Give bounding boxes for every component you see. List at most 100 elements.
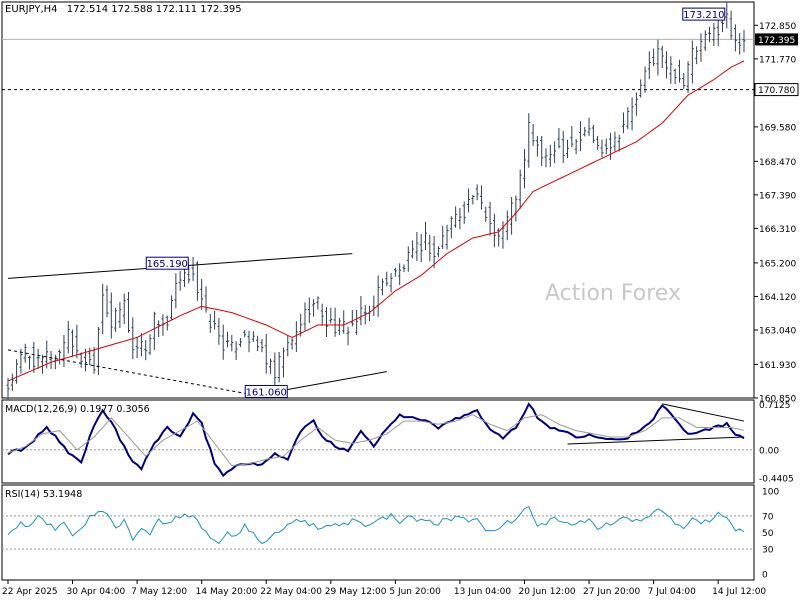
price-bar — [277, 351, 281, 383]
price-bar — [570, 126, 574, 148]
panel-headers: EURJPY,H4 172.514 172.588 172.111 172.39… — [5, 4, 242, 500]
price-bar — [23, 343, 27, 363]
price-bar — [432, 236, 436, 268]
time-tick-label: 13 Jun 04:00 — [454, 587, 511, 597]
price-bar — [157, 320, 161, 337]
price-bar — [699, 33, 703, 62]
price-bar — [695, 46, 699, 65]
price-bar — [19, 348, 23, 374]
panel-frames — [1, 1, 755, 581]
price-bar — [256, 335, 260, 352]
price-bar — [122, 293, 126, 325]
price-bar — [49, 350, 53, 370]
annotation-label: 161.060 — [246, 387, 287, 398]
price-bar — [712, 22, 716, 47]
price-bar — [312, 299, 316, 317]
price-bar — [652, 48, 656, 67]
price-bar — [286, 334, 290, 357]
price-bar — [6, 377, 10, 401]
price-bar — [187, 266, 191, 284]
price-bar — [673, 68, 677, 85]
moving-average — [7, 60, 745, 382]
price-bar — [540, 136, 544, 167]
price-bar — [553, 141, 557, 164]
macd-trendline-1[interactable] — [662, 403, 745, 422]
time-tick-label: 30 Apr 04:00 — [67, 587, 126, 597]
price-bar — [273, 352, 277, 390]
price-annotation: 173.210 — [682, 7, 726, 21]
price-bar — [475, 184, 479, 201]
price-bar — [527, 113, 531, 168]
price-bar — [226, 331, 230, 348]
price-bar — [531, 124, 535, 146]
price-bar — [350, 309, 354, 327]
price-bar — [609, 132, 613, 160]
time-tick-label: 7 May 12:00 — [131, 587, 187, 597]
price-tick-label: 167.390 — [759, 191, 796, 201]
time-tick-label: 5 Jun 20:00 — [389, 587, 441, 597]
price-tick-label: 164.120 — [759, 293, 796, 303]
rsi-tick-label: 30 — [762, 546, 774, 556]
macd-tick-label: 0.7125 — [759, 401, 791, 411]
price-bar — [716, 18, 720, 47]
trendline-2[interactable] — [7, 349, 245, 394]
rsi-panel: 100 70 50 30 0 — [2, 488, 779, 581]
price-bar — [488, 201, 492, 236]
price-bar — [200, 278, 204, 310]
price-bar — [617, 134, 621, 152]
time-tick-label: 20 Jun 12:00 — [518, 587, 575, 597]
price-bar — [316, 296, 320, 310]
price-bar — [398, 263, 402, 286]
price-bar — [505, 210, 509, 241]
price-bar — [28, 355, 32, 370]
price-bar — [135, 336, 139, 359]
price-bar — [604, 138, 608, 155]
price-bar — [639, 79, 643, 98]
price-bar — [53, 354, 57, 370]
price-bar — [428, 234, 432, 262]
price-bar — [144, 340, 148, 361]
time-tick-label: 7 Jul 04:00 — [648, 587, 697, 597]
price-bar — [566, 139, 570, 159]
price-bar — [243, 330, 247, 338]
level-label: 170.780 — [758, 86, 795, 96]
price-bar — [510, 196, 514, 235]
price-bar — [441, 225, 445, 249]
price-bar — [281, 347, 285, 378]
price-tick-label: 161.930 — [759, 361, 796, 371]
price-bar — [643, 66, 647, 93]
price-bar — [66, 320, 70, 354]
price-bar — [96, 326, 100, 375]
price-tick-label: 172.850 — [759, 22, 796, 32]
price-bar — [738, 33, 742, 55]
price-bar — [217, 317, 221, 345]
current-price-tag: 172.395 — [755, 33, 798, 46]
price-bar — [32, 341, 36, 373]
price-bar — [458, 207, 462, 230]
price-bar — [471, 194, 475, 205]
price-bar — [71, 329, 75, 357]
price-bar — [660, 45, 664, 69]
macd-trendline-2[interactable] — [567, 436, 745, 445]
price-bar — [247, 330, 251, 353]
price-bar — [733, 24, 737, 52]
current-price-label: 172.395 — [758, 36, 795, 46]
price-tick-label: 166.310 — [759, 225, 796, 235]
price-tick-label: 165.200 — [759, 259, 796, 269]
macd-tick-label: 0.00 — [759, 446, 779, 456]
price-bar — [251, 331, 255, 342]
price-tick-label: 160.850 — [759, 395, 796, 405]
price-bar — [221, 324, 225, 360]
price-tick-label: 163.040 — [759, 326, 796, 336]
time-axis: 22 Apr 2025 30 Apr 04:00 7 May 12:00 14 May… — [2, 580, 766, 597]
price-bar — [269, 358, 273, 374]
rsi-tick-label: 70 — [762, 512, 774, 522]
price-bar — [454, 206, 458, 228]
price-bar — [436, 246, 440, 258]
price-bar — [213, 310, 217, 330]
price-bar — [613, 131, 617, 152]
price-bar — [355, 309, 359, 335]
price-bar — [178, 270, 182, 291]
price-bar — [62, 334, 66, 368]
